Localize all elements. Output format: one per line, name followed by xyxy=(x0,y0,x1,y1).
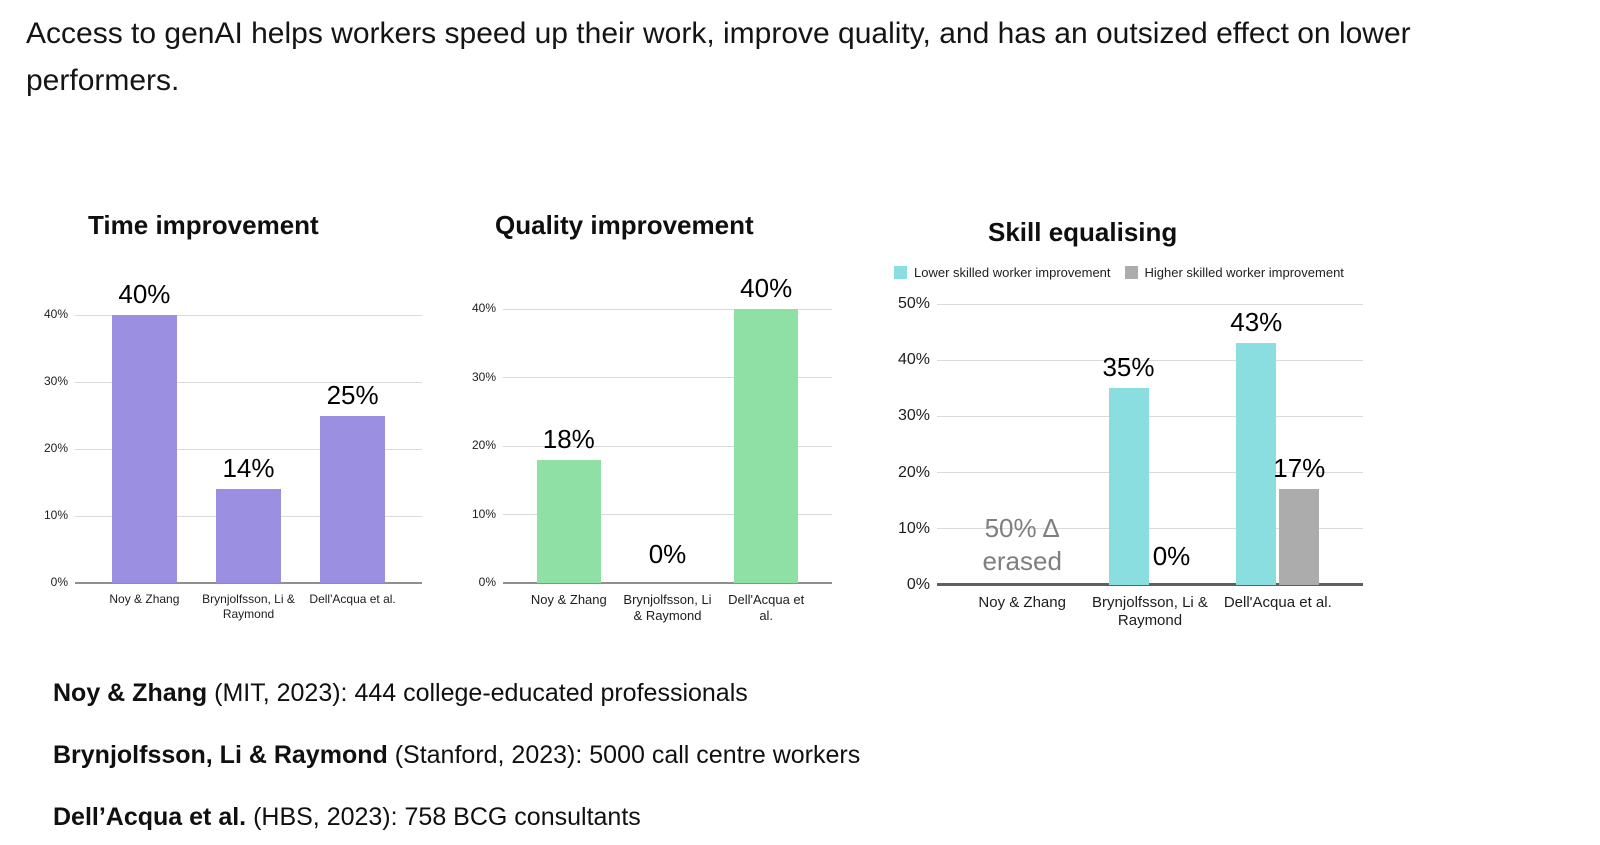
bar-value-label: 40% xyxy=(118,279,171,309)
gridline xyxy=(937,415,1363,417)
bar xyxy=(111,315,177,583)
y-tick-label: 50% xyxy=(897,294,930,312)
y-tick-label: 40% xyxy=(897,351,930,369)
gridline xyxy=(503,514,832,515)
bar-value-label: 43% xyxy=(1230,307,1283,338)
footnote-study-detail: (HBS, 2023): 758 BCG consultants xyxy=(246,803,641,831)
legend-item-lower-skilled: Lower skilled worker improvement xyxy=(894,265,1111,280)
bar xyxy=(1108,388,1149,585)
x-category-label: Dell'Acqua et al. xyxy=(309,592,396,606)
y-tick-label: 30% xyxy=(43,374,68,389)
slide-title: Access to genAI helps workers speed up t… xyxy=(26,17,1411,97)
gridline xyxy=(503,445,832,447)
gridline xyxy=(503,377,832,378)
y-tick-label: 40% xyxy=(43,307,68,322)
bar xyxy=(536,459,601,583)
bar-value-label: 35% xyxy=(1102,352,1155,383)
bar-value-label: 18% xyxy=(542,423,595,454)
bar-value-label: 17% xyxy=(1273,453,1326,484)
y-tick-label: 20% xyxy=(43,441,68,456)
footnote-brynjolfsson: Brynjolfsson, Li & Raymond (Stanford, 20… xyxy=(53,741,860,769)
chart-title-quality-improvement: Quality improvement xyxy=(495,210,754,240)
y-tick-label: 20% xyxy=(471,438,496,453)
legend-item-higher-skilled: Higher skilled worker improvement xyxy=(1124,265,1344,280)
bar-value-label: 40% xyxy=(740,273,793,303)
y-tick-label: 0% xyxy=(478,575,496,590)
chart-title-skill-equalising: Skill equalising xyxy=(988,217,1178,247)
footnote-study-name: Noy & Zhang xyxy=(53,679,208,707)
x-category-label: Noy & Zhang xyxy=(109,592,180,606)
x-category-label: Noy & Zhang xyxy=(978,594,1066,611)
bar-value-label: 0% xyxy=(648,539,687,569)
footnote-dellacqua: Dell’Acqua et al. (HBS, 2023): 758 BCG c… xyxy=(53,803,860,831)
footnote-study-name: Brynjolfsson, Li & Raymond xyxy=(53,741,388,769)
bar xyxy=(320,415,386,583)
y-tick-label: 10% xyxy=(43,508,68,523)
legend: Lower skilled worker improvement Higher … xyxy=(894,265,1344,280)
y-tick-label: 10% xyxy=(471,506,496,521)
annotation-line: erased xyxy=(982,546,1062,576)
skill-equalising-chart: Skill equalising Lower skilled worker im… xyxy=(880,215,1395,645)
bar xyxy=(1236,343,1277,585)
time-improvement-chart: Time improvement 0% 10% 20% 30% 40% 40% Noy & … xyxy=(30,205,444,645)
y-tick-label: 30% xyxy=(471,369,496,384)
footnote-noy-zhang: Noy & Zhang (MIT, 2023): 444 college-edu… xyxy=(53,679,860,707)
x-category-label: Noy & Zhang xyxy=(530,592,607,607)
x-category-label: Brynjolfsson, Li & Raymond xyxy=(202,592,295,621)
gridline xyxy=(503,308,832,310)
x-axis-line xyxy=(503,582,832,584)
gridline xyxy=(937,359,1363,361)
footnote-study-name: Dell’Acqua et al. xyxy=(53,803,247,831)
bar-value-label: 25% xyxy=(326,379,379,410)
bar xyxy=(216,489,281,583)
annotation-line: 50% Δ xyxy=(984,513,1060,543)
bar-value-label: 0% xyxy=(1152,541,1191,571)
x-category-label: Dell'Acqua et al. xyxy=(728,592,805,623)
chart-title-time-improvement: Time improvement xyxy=(88,210,319,240)
y-tick-label: 0% xyxy=(906,575,930,593)
bar xyxy=(1279,489,1320,585)
lower-skilled-swatch-icon xyxy=(894,266,907,279)
y-tick-label: 40% xyxy=(471,301,496,316)
gridline xyxy=(937,528,1363,530)
legend-label-higher-skilled: Higher skilled worker improvement xyxy=(1144,265,1344,280)
bar xyxy=(734,309,799,583)
y-tick-label: 20% xyxy=(897,463,930,481)
x-category-label: Brynjolfsson, Li & Raymond xyxy=(623,592,712,623)
footnotes: Noy & Zhang (MIT, 2023): 444 college-edu… xyxy=(53,679,860,845)
higher-skilled-swatch-icon xyxy=(1124,266,1138,279)
gridline xyxy=(75,314,422,316)
gridline xyxy=(75,448,422,450)
x-axis-line xyxy=(75,582,422,584)
y-tick-label: 0% xyxy=(50,575,68,590)
footnote-study-detail: (Stanford, 2023): 5000 call centre worke… xyxy=(387,741,861,769)
quality-improvement-chart: Quality improvement 0% 10% 20% 30% 40% 18% Noy… xyxy=(440,205,862,645)
x-category-label: Dell'Acqua et al. xyxy=(1223,594,1332,611)
x-axis-line xyxy=(937,583,1363,586)
gridline xyxy=(75,381,422,383)
footnote-study-detail: (MIT, 2023): 444 college-educated profes… xyxy=(207,679,748,707)
y-tick-label: 10% xyxy=(897,519,930,537)
bar-value-label: 14% xyxy=(222,453,275,484)
y-tick-label: 30% xyxy=(897,407,930,425)
gridline xyxy=(937,303,1363,305)
legend-label-lower-skilled: Lower skilled worker improvement xyxy=(914,265,1111,280)
x-category-label: Brynjolfsson, Li & Raymond xyxy=(1092,594,1208,629)
gridline xyxy=(937,472,1363,474)
